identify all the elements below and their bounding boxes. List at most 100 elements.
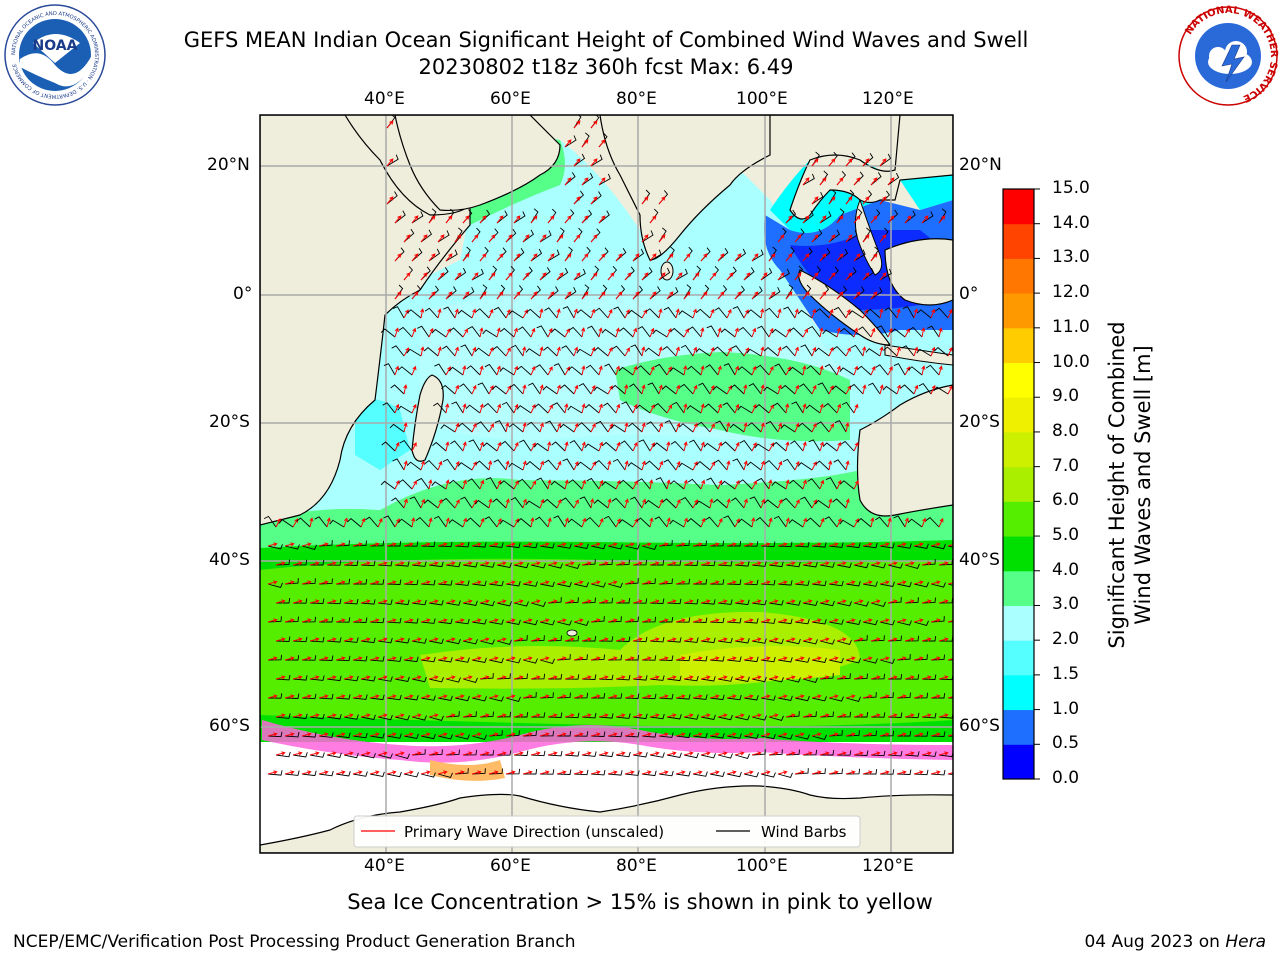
wind-barb [658,540,673,547]
wind-barb [748,383,762,395]
wave-direction-arrow [845,308,851,319]
wind-barb [581,597,596,604]
wave-direction-arrow [564,253,572,262]
wave-direction-arrow [581,637,592,642]
wave-direction-arrow [785,328,791,338]
wind-barb [508,423,524,433]
wave-direction-arrow [649,599,660,604]
wave-direction-arrow [539,422,544,433]
wind-barb [539,769,555,775]
wave-direction-arrow [411,291,419,300]
wave-direction-arrow [853,253,861,262]
wind-barb [782,345,796,357]
wave-direction-arrow [428,561,439,566]
wave-direction-arrow [522,346,527,357]
wave-direction-arrow [488,732,499,737]
wind-barb [683,598,699,605]
wind-barb [649,249,662,262]
wave-direction-arrow [649,253,657,262]
wind-barb [723,363,736,376]
wave-direction-arrow [870,517,875,528]
wave-direction-arrow [547,291,555,300]
wind-barb [700,637,716,644]
wave-direction-arrow [581,751,592,756]
wave-direction-arrow [530,480,537,490]
wave-direction-arrow [794,694,805,699]
wave-direction-arrow [717,327,722,338]
wave-direction-arrow [811,732,822,737]
wind-barb [318,540,333,547]
wind-barb [698,382,711,395]
footer-credit: NCEP/EMC/Verification Post Processing Pr… [13,932,576,952]
wind-barb [731,497,745,509]
wind-barb [499,367,515,376]
noaa-logo: NOAA NATIONAL OCEANIC AND ATMOSPHERIC AD… [4,4,106,106]
wind-barb [683,714,699,720]
wind-barb [772,441,787,452]
wave-direction-arrow [938,561,949,566]
wind-barb [789,479,804,490]
wave-direction-arrow [641,498,647,509]
wind-barb [730,384,745,395]
wave-direction-arrow [556,498,562,509]
wind-barb [658,267,671,281]
wave-direction-arrow [768,327,774,338]
wind-barb [573,268,586,281]
wind-barb [765,420,779,433]
wind-barb [666,637,682,643]
wind-barb [819,711,834,718]
wave-direction-arrow [267,542,278,547]
wind-barb [471,580,487,587]
wave-direction-arrow [590,158,598,167]
wind-barb [335,578,351,585]
wind-barb [394,676,410,683]
wind-barb [462,562,478,568]
wind-barb [598,210,610,224]
wave-direction-arrow [700,441,705,452]
wind-barb [777,541,793,548]
wave-direction-arrow [760,694,771,699]
wave-direction-arrow [641,460,646,471]
wind-barb [887,635,902,642]
lat-tick-right-20N: 20°N [959,155,1002,175]
wind-barb [465,404,481,414]
wave-direction-arrow [428,751,439,756]
wave-direction-arrow [564,479,569,490]
wind-barb [692,771,708,777]
wind-barb [598,713,614,719]
wave-direction-arrow [479,637,490,642]
wave-direction-arrow [573,422,579,433]
colorbar-frame [1002,188,1035,780]
wind-barb [607,693,623,699]
wave-direction-arrow [275,561,286,566]
wind-barb [904,597,919,604]
wind-barb [445,677,461,683]
wave-direction-arrow [394,215,402,224]
wind-barb [774,363,787,376]
wind-barb [904,635,920,642]
wind-barb [768,561,784,568]
noaa-logo-text: NOAA [33,38,78,54]
wave-direction-arrow [794,770,805,775]
wave-direction-arrow [343,561,354,566]
wind-barb [879,620,895,626]
lon-tick-bottom-100E: 100°E [736,856,788,876]
wave-direction-arrow [505,234,513,243]
wave-direction-arrow [683,751,694,756]
wave-direction-arrow [675,694,686,699]
wave-direction-arrow [870,751,881,756]
wave-direction-arrow [573,770,584,775]
wind-barb [807,326,821,338]
wave-direction-arrow [556,272,564,281]
wave-direction-arrow [777,308,782,319]
wind-barb [457,462,473,471]
wave-direction-arrow [564,517,569,528]
wave-direction-arrow [590,120,598,129]
wave-direction-arrow [692,272,700,281]
wave-direction-arrow [836,637,847,642]
wind-barb [607,654,623,661]
wind-barb [568,326,583,338]
wave-direction-arrow [938,751,949,756]
wave-direction-arrow [828,656,839,661]
wind-barb [326,637,342,643]
